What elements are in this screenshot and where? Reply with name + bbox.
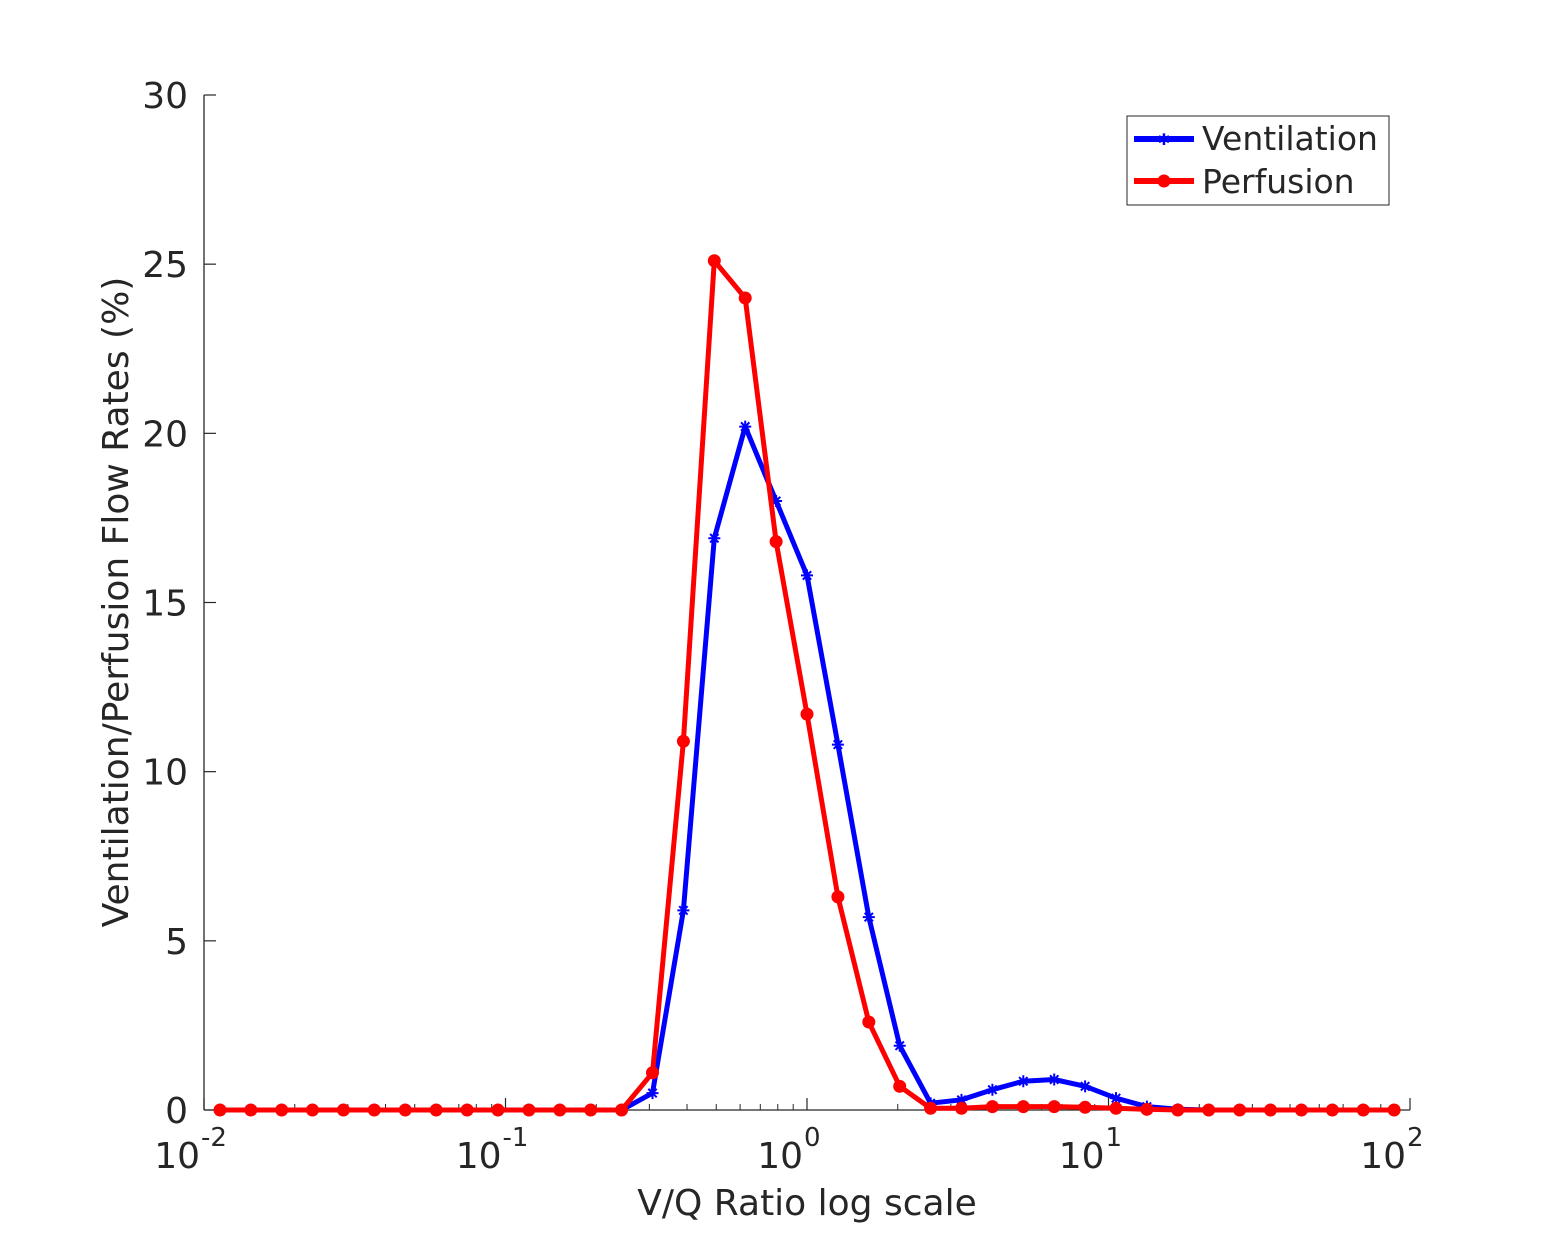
- axes: [203, 95, 1410, 1111]
- data-point-perfusion: [1264, 1103, 1278, 1117]
- y-axis-label: Ventilation/Perfusion Flow Rates (%): [96, 277, 137, 928]
- data-point-perfusion: [1387, 1103, 1401, 1117]
- y-tick-label: 0: [165, 1091, 188, 1132]
- data-point-ventilation: [955, 1093, 968, 1106]
- data-point-perfusion: [1325, 1103, 1339, 1117]
- x-axis-label: V/Q Ratio log scale: [637, 1183, 977, 1224]
- y-tick-label: 20: [142, 414, 188, 455]
- x-tick-label: 10: [1360, 1136, 1406, 1177]
- y-tick-label: 5: [165, 922, 188, 963]
- data-point-ventilation: [708, 532, 721, 545]
- data-point-perfusion: [336, 1103, 350, 1117]
- data-point-ventilation: [739, 420, 752, 433]
- y-ticks: 0 5 10 15 20 25 30: [142, 76, 216, 1132]
- legend-box: [1126, 115, 1390, 206]
- data-point-perfusion: [429, 1103, 443, 1117]
- data-point-perfusion: [1294, 1103, 1308, 1117]
- x-tick-label: 10: [154, 1136, 200, 1177]
- x-tick-label-exponent: 1: [1106, 1123, 1123, 1153]
- data-point-ventilation: [986, 1083, 999, 1096]
- data-point-perfusion: [985, 1100, 999, 1114]
- data-point-perfusion: [646, 1066, 660, 1080]
- data-point-ventilation: [677, 904, 690, 917]
- legend: ✱ Ventilation Perfusion: [1126, 115, 1390, 206]
- data-point-ventilation: [1017, 1075, 1030, 1088]
- x-tick-label: 10: [1059, 1136, 1105, 1177]
- data-point-ventilation: [1110, 1092, 1123, 1105]
- data-point-perfusion: [1078, 1100, 1092, 1114]
- data-point-perfusion: [244, 1103, 258, 1117]
- data-point-perfusion: [676, 734, 690, 748]
- data-point-perfusion: [522, 1103, 536, 1117]
- data-point-perfusion: [769, 535, 783, 549]
- x-tick-label-exponent: -1: [503, 1123, 529, 1153]
- x-tick-label-exponent: 0: [804, 1123, 821, 1153]
- x-tick-label: 10: [757, 1136, 803, 1177]
- legend-label-ventilation: Ventilation: [1202, 119, 1378, 158]
- x-ticks: 10 -2 10 -1 10 0 10 1 10 2: [154, 1098, 1424, 1177]
- y-tick-label: 15: [142, 584, 188, 625]
- series-line-ventilation: [220, 424, 1395, 1113]
- y-tick-label: 30: [142, 76, 188, 117]
- legend-star-ventilation: ✱: [1157, 130, 1170, 149]
- data-point-perfusion: [1109, 1101, 1123, 1115]
- data-point-perfusion: [553, 1103, 567, 1117]
- data-point-ventilation: [831, 738, 844, 751]
- y-tick-label: 10: [142, 753, 188, 794]
- data-point-perfusion: [800, 707, 814, 721]
- series-line-perfusion: [220, 258, 1395, 1113]
- y-tick-label: 25: [142, 245, 188, 286]
- x-tick-label-exponent: 2: [1407, 1123, 1424, 1153]
- data-point-perfusion: [584, 1103, 598, 1117]
- data-point-ventilation: [893, 1039, 906, 1052]
- series-layer: [213, 254, 1401, 1117]
- data-point-perfusion: [367, 1103, 381, 1117]
- data-point-perfusion: [738, 291, 752, 305]
- data-point-perfusion: [1047, 1100, 1061, 1114]
- legend-label-perfusion: Perfusion: [1202, 162, 1355, 201]
- data-point-perfusion: [862, 1015, 876, 1029]
- data-point-ventilation: [646, 1087, 659, 1100]
- legend-marker-perfusion: [1157, 174, 1171, 188]
- data-point-perfusion: [615, 1103, 629, 1117]
- data-point-perfusion: [924, 1101, 938, 1115]
- data-point-perfusion: [1140, 1102, 1154, 1116]
- data-point-ventilation: [862, 911, 875, 924]
- data-point-perfusion: [831, 890, 845, 904]
- data-point-perfusion: [460, 1103, 474, 1117]
- data-point-ventilation: [1079, 1080, 1092, 1093]
- data-point-perfusion: [213, 1103, 227, 1117]
- data-point-ventilation: [1048, 1073, 1061, 1086]
- data-point-perfusion: [1233, 1103, 1247, 1117]
- data-point-perfusion: [955, 1101, 969, 1115]
- data-point-perfusion: [1171, 1103, 1185, 1117]
- data-point-perfusion: [1202, 1103, 1216, 1117]
- data-point-perfusion: [398, 1103, 412, 1117]
- data-point-perfusion: [893, 1079, 907, 1093]
- x-tick-label-exponent: -2: [201, 1123, 227, 1153]
- data-point-perfusion: [275, 1103, 289, 1117]
- x-tick-label: 10: [456, 1136, 502, 1177]
- data-point-perfusion: [1016, 1100, 1030, 1114]
- data-point-perfusion: [1356, 1103, 1370, 1117]
- data-point-ventilation: [801, 569, 813, 582]
- data-point-perfusion: [305, 1103, 319, 1117]
- data-point-perfusion: [491, 1103, 505, 1117]
- data-point-ventilation: [770, 495, 783, 507]
- data-point-perfusion: [707, 254, 721, 268]
